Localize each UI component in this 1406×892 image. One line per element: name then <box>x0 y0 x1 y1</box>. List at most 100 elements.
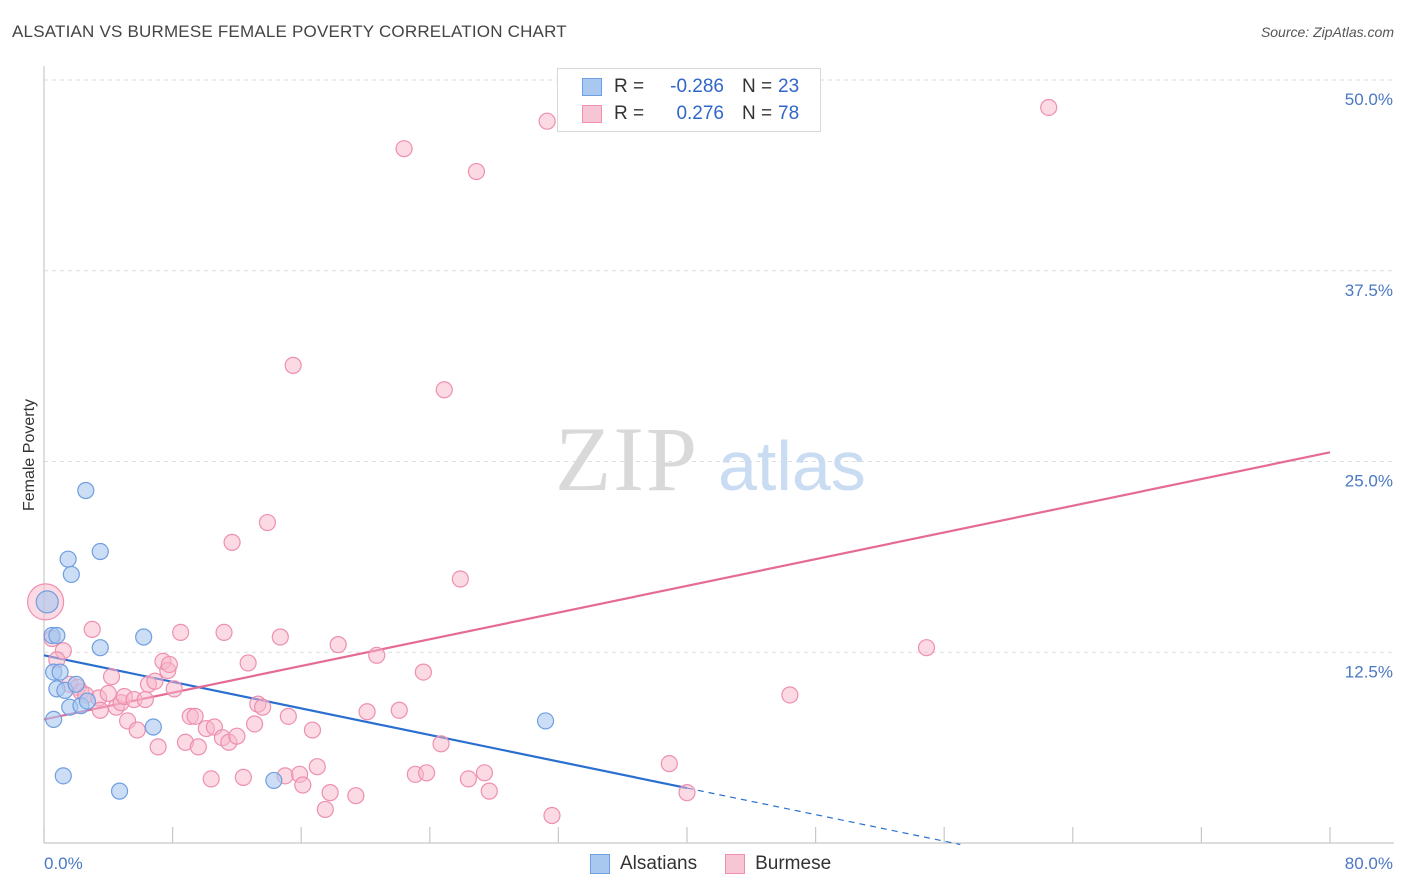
data-points <box>27 98 1058 825</box>
legend-label-alsatians: Alsatians <box>620 853 698 874</box>
legend-row-burmese: R = 0.276 N = 78 <box>582 102 799 126</box>
legend-row-alsatians: R = -0.286 N = 23 <box>582 75 799 99</box>
source-credit: Source: ZipAtlas.com <box>1260 24 1394 40</box>
burmese-point <box>432 735 450 753</box>
legend-n-label: N = <box>742 103 773 124</box>
burmese-point <box>172 623 190 642</box>
chart-title: ALSATIAN VS BURMESE FEMALE POVERTY CORRE… <box>12 22 567 41</box>
alsatian-point <box>59 550 77 568</box>
burmese-point <box>467 162 486 181</box>
alsatian-point <box>110 782 129 800</box>
y-tick-labels: 12.5% 25.0% 37.5% 50.0% <box>1345 90 1393 681</box>
burmese-point <box>234 768 252 786</box>
alsatian-point <box>67 675 85 693</box>
y-axis-label: Female Poverty <box>21 399 38 511</box>
burmese-point <box>316 800 334 819</box>
burmese-point <box>395 140 413 158</box>
alsatian-point <box>54 767 72 785</box>
alsatian-point <box>91 542 109 561</box>
svg-text:atlas: atlas <box>718 427 866 505</box>
alsatian-point <box>135 628 153 646</box>
burmese-point <box>390 701 408 719</box>
legend-r-value: 0.276 <box>676 103 724 124</box>
y-tick-label: 50.0% <box>1345 90 1393 109</box>
burmese-point <box>678 784 696 802</box>
legend-n-value: 78 <box>778 103 800 124</box>
burmese-point <box>271 628 289 646</box>
burmese-point <box>543 806 561 825</box>
burmese-point <box>417 764 436 782</box>
burmese-point <box>254 698 272 716</box>
burmese-point <box>368 646 386 664</box>
burmese-point <box>136 690 154 709</box>
alsatian-point <box>144 718 162 736</box>
burmese-point <box>1040 98 1058 117</box>
series-legend: Alsatians Burmese <box>590 852 859 876</box>
alsatian-point <box>35 590 59 614</box>
burmese-point <box>91 701 109 719</box>
burmese-point <box>146 672 164 690</box>
burmese-point <box>189 738 207 756</box>
burmese-point <box>215 623 233 642</box>
burmese-point <box>223 533 241 551</box>
burmese-point <box>165 680 183 698</box>
x-tick-label: 0.0% <box>44 854 83 873</box>
burmese-point <box>160 655 178 674</box>
x-tick-label: 80.0% <box>1345 854 1393 873</box>
burmese-point <box>149 738 167 756</box>
alsatian-point <box>536 712 555 730</box>
alsatians-swatch <box>582 78 602 96</box>
burmese-point <box>321 784 339 802</box>
burmese-point <box>917 639 936 657</box>
burmese-point <box>480 782 498 800</box>
legend-n-label: N = <box>742 76 773 97</box>
legend-label-burmese: Burmese <box>755 853 832 874</box>
burmese-point <box>475 764 494 782</box>
burmese-point <box>308 758 326 776</box>
burmese-trend-line <box>43 451 1331 721</box>
alsatian-point <box>51 663 69 681</box>
burmese-point <box>329 636 347 654</box>
alsatian-point <box>62 565 80 584</box>
burmese-point <box>99 684 117 703</box>
burmese-point <box>538 112 556 130</box>
burmese-point <box>284 356 302 374</box>
alsatian-trend-extension <box>686 787 961 846</box>
legend-item-alsatians: Alsatians <box>590 853 697 875</box>
alsatian-point <box>77 481 95 500</box>
burmese-point <box>459 770 477 788</box>
burmese-point <box>83 620 101 638</box>
burmese-point <box>186 707 204 725</box>
watermark: ZIP atlas <box>555 408 866 510</box>
burmese-point <box>102 668 121 686</box>
legend-r-label: R = <box>614 103 645 124</box>
x-tick-labels: 0.0% 80.0% <box>44 854 1393 873</box>
burmese-point <box>414 663 432 681</box>
burmese-point <box>239 654 257 672</box>
legend-r-label: R = <box>614 76 645 97</box>
legend-item-burmese: Burmese <box>725 853 831 875</box>
burmese-point <box>347 787 365 805</box>
y-tick-label: 25.0% <box>1345 472 1393 491</box>
legend-n-value: 23 <box>778 76 800 97</box>
alsatian-point <box>78 692 97 710</box>
burmese-point <box>128 721 146 739</box>
svg-text:ZIP: ZIP <box>555 408 699 510</box>
burmese-point <box>358 703 376 721</box>
burmese-point <box>435 381 453 399</box>
burmese-point <box>451 570 469 588</box>
burmese-point <box>781 686 799 704</box>
burmese-legend-swatch <box>725 854 746 874</box>
burmese-point <box>258 513 277 532</box>
burmese-point <box>202 770 220 788</box>
y-tick-label: 12.5% <box>1345 662 1393 681</box>
legend-r-value: -0.286 <box>670 76 724 97</box>
burmese-swatch <box>582 105 602 123</box>
gridlines <box>44 79 1394 653</box>
axes <box>43 66 1394 844</box>
alsatians-legend-swatch <box>590 854 610 874</box>
alsatian-point <box>265 771 283 790</box>
burmese-point <box>303 721 322 739</box>
burmese-point <box>294 776 312 794</box>
